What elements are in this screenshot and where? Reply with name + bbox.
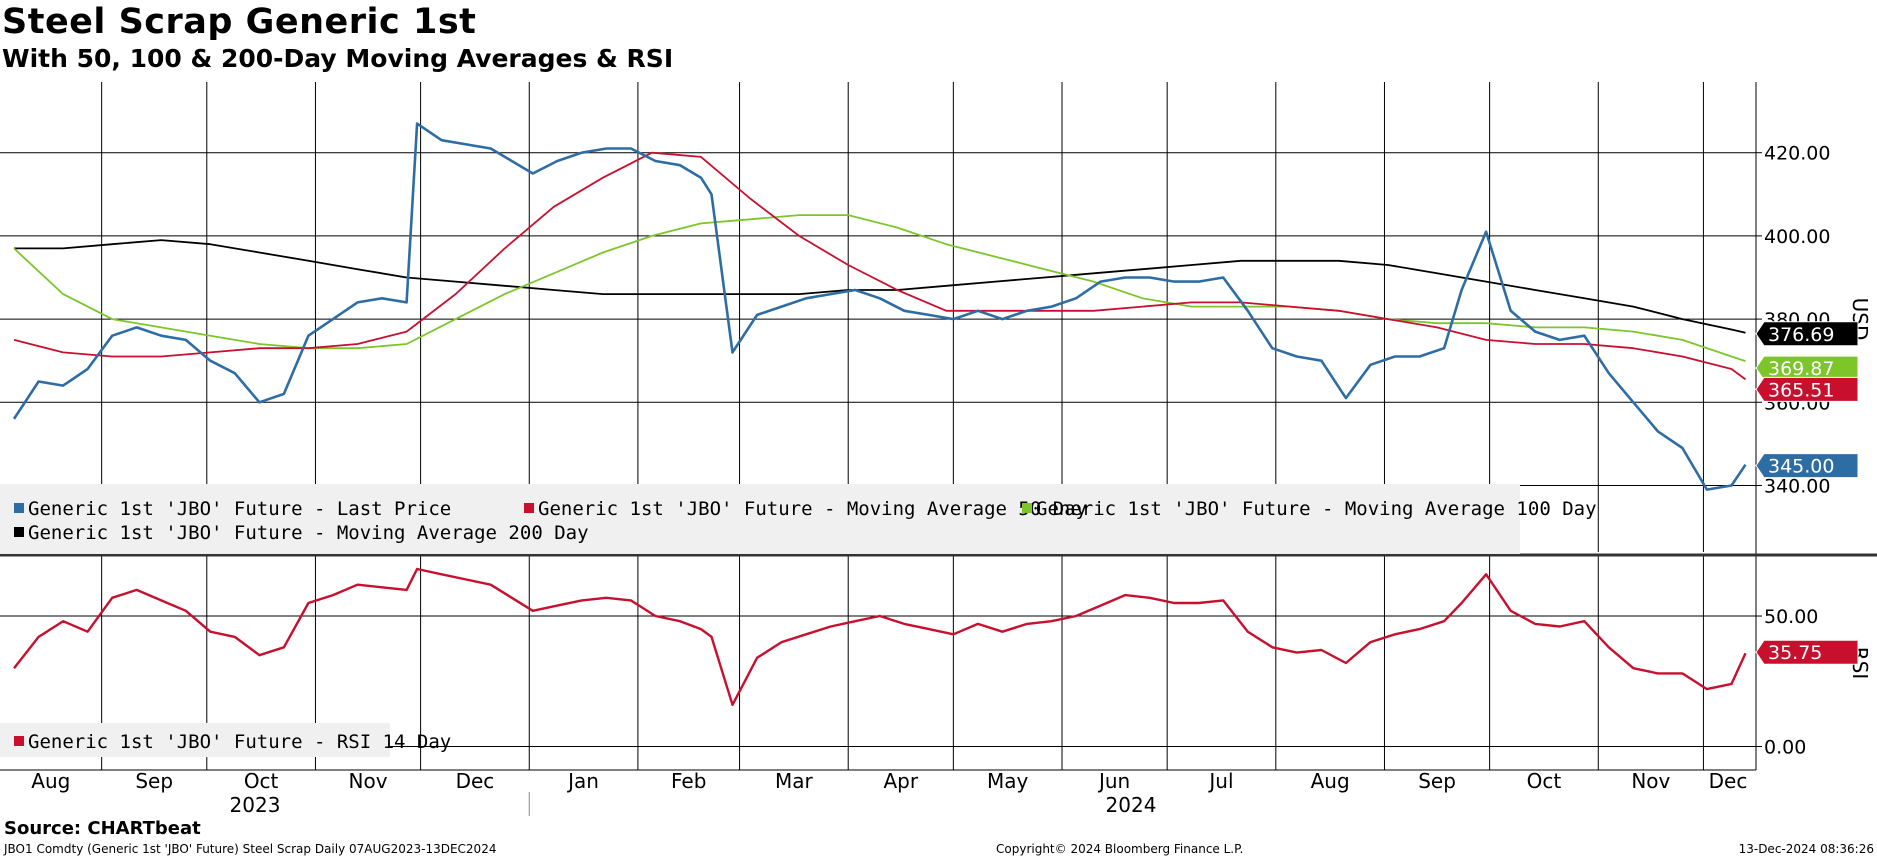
- x-month-label: Aug: [1311, 769, 1350, 793]
- legend-swatch: [524, 503, 534, 513]
- last-value-tag-ma200: [1755, 321, 1859, 347]
- x-month-label: Aug: [31, 769, 70, 793]
- last-value-tag-last-price-text: 345.00: [1768, 456, 1834, 478]
- x-month-label: Oct: [244, 769, 279, 793]
- x-month-label: Apr: [883, 769, 918, 793]
- last-value-tag-ma100-text: 369.87: [1768, 358, 1834, 380]
- last-value-tag-ma200-text: 376.69: [1768, 324, 1834, 346]
- series-line: [12, 122, 1747, 491]
- legend-label: Generic 1st 'JBO' Future - Moving Averag…: [538, 498, 1087, 520]
- legend-label: Generic 1st 'JBO' Future - Moving Averag…: [28, 522, 589, 544]
- footer-ticker-info: JBO1 Comdty (Generic 1st 'JBO' Future) S…: [4, 842, 497, 856]
- rsi-tick-label: 0.00: [1764, 737, 1806, 759]
- x-month-label: Sep: [135, 769, 173, 793]
- source-label: Source: CHARTbeat: [4, 818, 201, 839]
- footer-copyright: Copyright© 2024 Bloomberg Finance L.P.: [996, 842, 1244, 856]
- footer-timestamp: 13-Dec-2024 08:36:26: [1738, 842, 1874, 856]
- y-tick-label: 400.00: [1764, 226, 1830, 248]
- last-value-tag-ma50-text: 365.51: [1768, 379, 1834, 401]
- x-month-label: Jan: [566, 769, 599, 793]
- last-value-tag-rsi-text: 35.75: [1768, 642, 1822, 664]
- legend-swatch: [14, 527, 24, 537]
- y-tick-label: 420.00: [1764, 143, 1830, 165]
- x-month-label: Dec: [456, 769, 495, 793]
- chart-title: Steel Scrap Generic 1st: [2, 2, 477, 42]
- x-month-label: Nov: [349, 769, 388, 793]
- x-month-label: Jul: [1207, 769, 1233, 793]
- rsi-legend-box: [0, 723, 390, 757]
- last-value-tag-last-price: [1755, 453, 1859, 479]
- x-month-label: Mar: [775, 769, 814, 793]
- x-year-label: 2024: [1106, 793, 1157, 817]
- x-month-label: Oct: [1527, 769, 1562, 793]
- legend-swatch: [1022, 503, 1032, 513]
- rsi-tick-label: 50.00: [1764, 606, 1818, 628]
- x-month-label: Sep: [1418, 769, 1456, 793]
- last-value-tag-ma50: [1755, 376, 1859, 402]
- legend-box: [0, 484, 1520, 554]
- x-month-label: Nov: [1631, 769, 1670, 793]
- x-month-label: May: [987, 769, 1029, 793]
- x-month-label: Feb: [671, 769, 706, 793]
- x-month-label: Jun: [1097, 769, 1130, 793]
- series-line: [13, 151, 1747, 381]
- y-tick-label: 340.00: [1764, 475, 1830, 497]
- chart-subtitle: With 50, 100 & 200-Day Moving Averages &…: [2, 44, 674, 73]
- legend-swatch: [14, 503, 24, 513]
- legend-label: Generic 1st 'JBO' Future - Moving Averag…: [1036, 498, 1597, 520]
- last-value-tag-ma100: [1755, 355, 1859, 381]
- legend-label: Generic 1st 'JBO' Future - Last Price: [28, 498, 451, 520]
- rsi-line: [13, 567, 1747, 706]
- last-value-tag-rsi: [1755, 639, 1859, 665]
- legend-label: Generic 1st 'JBO' Future - RSI 14 Day: [28, 731, 451, 753]
- x-year-label: 2023: [230, 793, 281, 817]
- x-month-label: Dec: [1709, 769, 1748, 793]
- legend-swatch: [14, 736, 24, 746]
